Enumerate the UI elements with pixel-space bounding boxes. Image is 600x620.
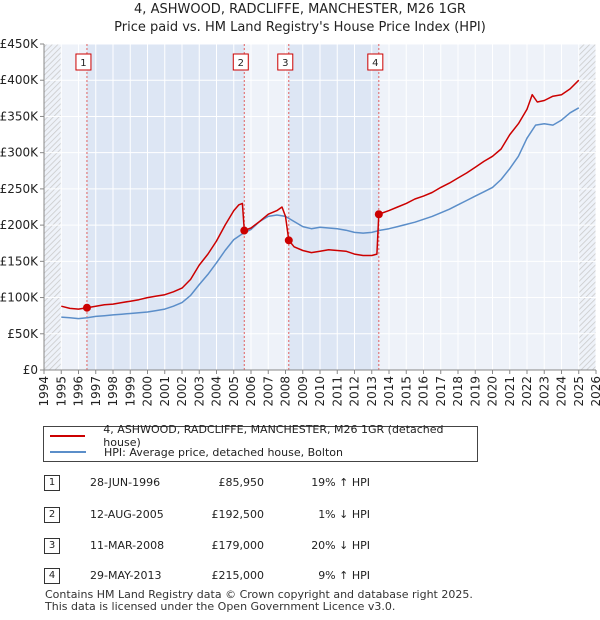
x-tick-label: 2016 [417,376,431,407]
x-tick-label: 2012 [348,376,362,407]
x-tick-label: 2022 [520,376,534,407]
x-tick-label: 2002 [175,376,189,407]
sale-label: 2 [238,58,244,69]
x-tick-label: 1994 [37,376,51,407]
hatched-region [44,44,62,370]
sale-hpi-diff: 20% ↓ HPI [311,539,370,552]
sale-hpi-diff: 19% ↑ HPI [311,476,370,489]
x-tick-label: 2008 [279,376,293,407]
y-tick-label: £100K [0,291,39,305]
y-tick-label: £0 [23,363,38,377]
chart-subtitle: Price paid vs. HM Land Registry's House … [114,20,486,35]
chart-legend: 4, ASHWOOD, RADCLIFFE, MANCHESTER, M26 1… [43,423,478,462]
x-tick-label: 2024 [555,376,569,407]
x-tick-label: 2005 [227,376,241,407]
sale-period-band [288,44,379,370]
sale-hpi-diff: 1% ↓ HPI [318,508,370,521]
x-tick-label: 1996 [72,376,86,407]
x-tick-label: 2020 [486,376,500,407]
sale-label-box [277,53,294,71]
sale-date: 11-MAR-2008 [90,539,165,552]
sale-point [374,210,383,219]
x-tick-label: 1995 [54,376,68,407]
sale-point [240,226,249,235]
sale-period-band [86,44,245,370]
table-row: 1 28-JUN-1996 £85,950 19% ↑ HPI [0,474,600,492]
x-tick-label: 2004 [210,376,224,407]
x-tick-label: 2025 [572,376,586,407]
x-tick-label: 1998 [106,376,120,407]
legend-swatch-property [50,435,86,437]
y-tick-label: £150K [0,254,39,268]
sale-label: 3 [282,58,288,69]
x-tick-label: 2015 [399,376,413,407]
table-row: 4 29-MAY-2013 £215,000 9% ↑ HPI [0,567,600,585]
sale-label: 4 [372,58,378,69]
table-row: 3 11-MAR-2008 £179,000 20% ↓ HPI [0,537,600,555]
x-tick-label: 2007 [261,376,275,407]
sale-price: £179,000 [211,539,265,552]
footer-copyright: Contains HM Land Registry data © Crown c… [45,588,473,601]
hpi-series-line [61,107,580,320]
x-tick-label: 2006 [244,376,258,407]
sale-label-box [367,53,384,71]
chart-title: 4, ASHWOOD, RADCLIFFE, MANCHESTER, M26 1… [134,2,466,17]
y-tick-label: £250K [0,182,39,196]
x-tick-label: 2026 [589,376,600,407]
sale-hpi-diff: 9% ↑ HPI [318,569,370,582]
x-tick-label: 2018 [451,376,465,407]
hatched-region [578,44,596,370]
x-tick-label: 2011 [330,376,344,407]
legend-label-property: 4, ASHWOOD, RADCLIFFE, MANCHESTER, M26 1… [103,423,444,449]
sale-number-badge: 4 [44,568,60,584]
y-tick-label: £450K [0,37,39,51]
x-tick-label: 2000 [141,376,155,407]
sale-price: £215,000 [211,569,265,582]
sale-date: 12-AUG-2005 [90,508,164,521]
sale-label-box [75,53,92,71]
x-tick-label: 1999 [123,376,137,407]
sale-point [284,236,293,245]
y-tick-label: £350K [0,109,39,123]
sale-price: £85,950 [218,476,265,489]
x-tick-label: 2009 [296,376,310,407]
x-tick-label: 2001 [158,376,172,407]
x-tick-label: 2010 [313,376,327,407]
legend-item-hpi: HPI: Average price, detached house, Bolt… [50,445,343,459]
sale-label: 1 [80,58,86,69]
legend-swatch-hpi [50,451,86,453]
sale-label-box [232,53,249,71]
sale-date: 29-MAY-2013 [90,569,162,582]
y-tick-label: £400K [0,73,39,87]
footer-note: Contains HM Land Registry data © Crown c… [45,589,473,613]
sale-number-badge: 3 [44,538,60,554]
sale-number-badge: 2 [44,507,60,523]
legend-label-hpi: HPI: Average price, detached house, Bolt… [104,445,343,459]
x-tick-label: 2014 [382,376,396,407]
footer-licence: This data is licensed under the Open Gov… [45,600,396,613]
table-row: 2 12-AUG-2005 £192,500 1% ↓ HPI [0,506,600,524]
x-tick-label: 2013 [365,376,379,407]
sale-price: £192,500 [211,508,265,521]
sale-point [82,303,91,312]
x-tick-label: 2023 [537,376,551,407]
y-tick-label: £50K [7,327,39,341]
sale-number-badge: 1 [44,475,60,491]
sale-date: 28-JUN-1996 [90,476,161,489]
x-tick-label: 2003 [192,376,206,407]
x-tick-label: 2017 [434,376,448,407]
x-tick-label: 1997 [89,376,103,407]
y-tick-label: £200K [0,218,39,232]
x-tick-label: 2019 [468,376,482,407]
price-chart: 1 2 3 4 £0 £50K £100K £150K £200K £250K £300K £350K… [0,37,600,407]
property-series-line [61,79,580,310]
x-tick-label: 2021 [503,376,517,407]
y-tick-label: £300K [0,146,39,160]
legend-item-property: 4, ASHWOOD, RADCLIFFE, MANCHESTER, M26 1… [50,423,477,449]
